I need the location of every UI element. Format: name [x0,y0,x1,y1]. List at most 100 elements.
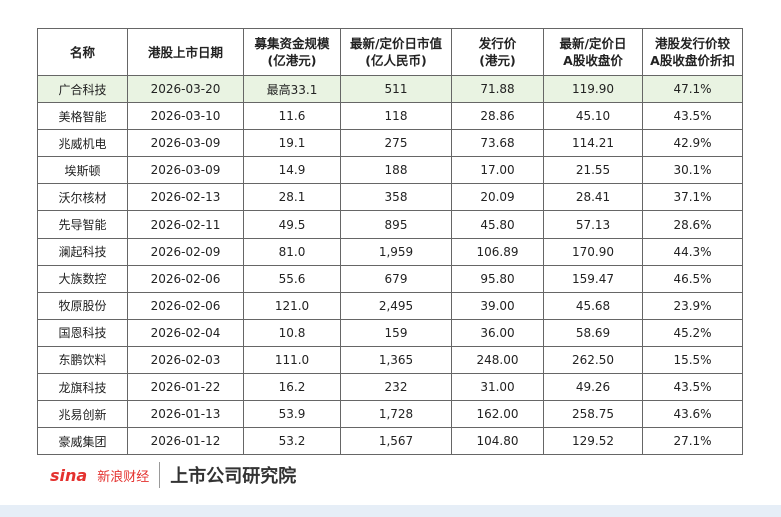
table-cell: 45.68 [543,291,643,320]
table-cell: 49.26 [543,373,643,402]
table-cell: 43.6% [642,400,743,429]
header-row: 名称 港股上市日期 募集资金规模 (亿港元) 最新/定价日市值 (亿人民币) 发行价 (… [37,28,743,76]
table-cell: 49.5 [243,210,341,239]
table-cell: 2026-02-13 [127,183,244,212]
table-row: 兆易创新 2026-01-13 53.9 1,728 162.00 258.75 43.6% [37,400,743,429]
table-cell: 1,567 [340,427,452,456]
table-cell: 73.68 [451,129,544,158]
table-cell: 27.1% [642,427,743,456]
table-row: 国恩科技 2026-02-04 10.8 159 36.00 58.69 45.2% [37,318,743,347]
table-row: 广合科技 2026-03-20 最高33.1 511 71.88 119.90 47.1% [37,74,743,104]
table-cell: 2026-02-06 [127,291,244,320]
logo: sina [50,465,88,485]
table-cell: 44.3% [642,237,743,266]
table-cell: 兆威机电 [37,129,128,158]
table-cell: 679 [340,264,452,293]
table-cell: 81.0 [243,237,341,266]
table-cell: 895 [340,210,452,239]
header-cell: 名称 [37,28,128,76]
table-row: 沃尔核材 2026-02-13 28.1 358 20.09 28.41 37.1% [37,183,743,212]
table-cell: 129.52 [543,427,643,456]
table-cell: 沃尔核材 [37,183,128,212]
table-cell: 1,959 [340,237,452,266]
table-cell: 30.1% [642,156,743,185]
table-cell: 15.5% [642,345,743,375]
table-cell: 11.6 [243,102,341,131]
table-cell: 2,495 [340,291,452,320]
table-cell: 28.6% [642,210,743,239]
table-cell: 104.80 [451,427,544,456]
table-cell: 45.80 [451,210,544,239]
header-cell: 最新/定价日市值 (亿人民币) [340,28,452,76]
table-cell: 159.47 [543,264,643,293]
table-cell: 2026-02-11 [127,210,244,239]
table-cell: 53.2 [243,427,341,456]
table-cell: 53.9 [243,400,341,429]
table-cell: 先导智能 [37,210,128,239]
table-cell: 2026-02-04 [127,318,244,347]
table-cell: 248.00 [451,345,544,375]
table-row: 牧原股份 2026-02-06 121.0 2,495 39.00 45.68 23.9% [37,291,743,320]
table-cell: 46.5% [642,264,743,293]
table-cell: 106.89 [451,237,544,266]
table-cell: 71.88 [451,74,544,104]
table-cell: 2026-03-09 [127,129,244,158]
brand: 新浪财经 [97,469,150,485]
table-cell: 2026-02-03 [127,345,244,375]
table-cell: 28.41 [543,183,643,212]
table-row: 豪威集团 2026-01-12 53.2 1,567 104.80 129.52 27.1% [37,427,743,456]
header-cell: 港股发行价较 A股收盘价折扣 [642,28,743,76]
table-cell: 埃斯顿 [37,156,128,185]
table-row: 澜起科技 2026-02-09 81.0 1,959 106.89 170.90 44.3% [37,237,743,266]
table-cell: 121.0 [243,291,341,320]
table-cell: 58.69 [543,318,643,347]
table-cell: 114.21 [543,129,643,158]
table: 名称 港股上市日期 募集资金规模 (亿港元) 最新/定价日市值 (亿人民币) 发行价 (… [37,28,743,456]
table-cell: 170.90 [543,237,643,266]
table-cell: 42.9% [642,129,743,158]
table-cell: 118 [340,102,452,131]
table-cell: 262.50 [543,345,643,375]
footer: sina 新浪财经 上市公司研究院 [50,462,296,488]
table-row: 美格智能 2026-03-10 11.6 118 28.86 45.10 43.5% [37,102,743,131]
table-row: 埃斯顿 2026-03-09 14.9 188 17.00 21.55 30.1% [37,156,743,185]
table-cell: 43.5% [642,373,743,402]
table-cell: 14.9 [243,156,341,185]
table-cell: 23.9% [642,291,743,320]
table-cell: 28.1 [243,183,341,212]
table-cell: 188 [340,156,452,185]
table-cell: 358 [340,183,452,212]
table-cell: 17.00 [451,156,544,185]
table-cell: 45.2% [642,318,743,347]
header-cell: 港股上市日期 [127,28,244,76]
institute: 上市公司研究院 [170,466,297,487]
table-cell: 36.00 [451,318,544,347]
table-cell: 162.00 [451,400,544,429]
header-cell: 最新/定价日 A股收盘价 [543,28,643,76]
table-row: 大族数控 2026-02-06 55.6 679 95.80 159.47 46.5% [37,264,743,293]
table-cell: 2026-02-06 [127,264,244,293]
table-cell: 258.75 [543,400,643,429]
table-cell: 东鹏饮料 [37,345,128,375]
table-cell: 119.90 [543,74,643,104]
table-cell: 1,728 [340,400,452,429]
table-cell: 国恩科技 [37,318,128,347]
table-cell: 511 [340,74,452,104]
table-row: 先导智能 2026-02-11 49.5 895 45.80 57.13 28.6% [37,210,743,239]
header-cell: 发行价 (港元) [451,28,544,76]
table-cell: 111.0 [243,345,341,375]
table-cell: 2026-01-13 [127,400,244,429]
table-cell: 37.1% [642,183,743,212]
table-cell: 2026-03-09 [127,156,244,185]
table-cell: 最高33.1 [243,74,341,104]
table-cell: 45.10 [543,102,643,131]
table-cell: 28.86 [451,102,544,131]
table-cell: 57.13 [543,210,643,239]
table-cell: 21.55 [543,156,643,185]
table-cell: 2026-01-12 [127,427,244,456]
table-cell: 牧原股份 [37,291,128,320]
table-cell: 10.8 [243,318,341,347]
separator [159,462,161,488]
table-cell: 16.2 [243,373,341,402]
